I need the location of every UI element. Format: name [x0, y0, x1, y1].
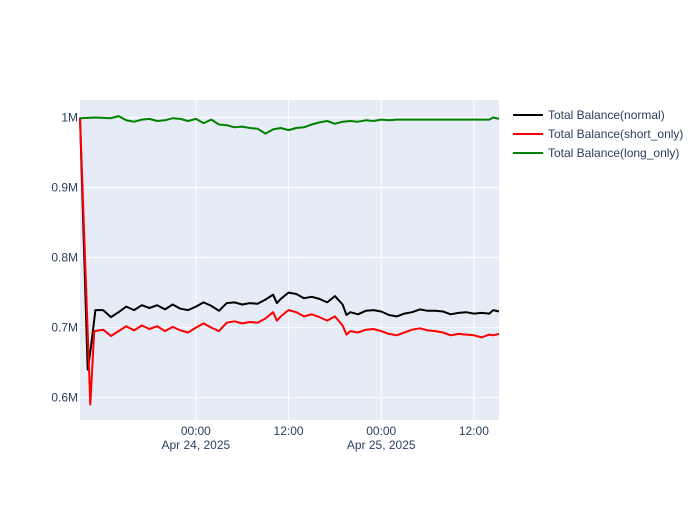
legend-item[interactable]: Total Balance(short_only): [513, 127, 683, 141]
series-line-1: [79, 117, 500, 406]
grid: [80, 100, 499, 420]
plot-background: [80, 100, 499, 420]
x-tick-date-label: Apr 24, 2025: [161, 438, 230, 452]
legend-label: Total Balance(long_only): [548, 146, 679, 160]
x-tick-label: 12:00: [459, 424, 489, 438]
legend-label: Total Balance(normal): [548, 108, 665, 122]
y-axis-ticks: 0.6M 0.7M 0.8M 0.9M 1M: [51, 111, 78, 405]
y-tick-label: 1M: [61, 111, 78, 125]
x-tick-date-label: Apr 25, 2025: [347, 438, 416, 452]
y-tick-label: 0.9M: [51, 181, 78, 195]
x-tick-label: 00:00: [366, 424, 396, 438]
y-tick-label: 0.6M: [51, 391, 78, 405]
x-tick-label: 00:00: [181, 424, 211, 438]
legend[interactable]: Total Balance(normal) Total Balance(short…: [513, 108, 683, 160]
y-tick-label: 0.7M: [51, 321, 78, 335]
series-lines: [79, 115, 500, 406]
series-line-0: [79, 117, 500, 371]
series-line-2: [79, 115, 500, 135]
legend-item[interactable]: Total Balance(long_only): [513, 146, 679, 160]
y-tick-label: 0.8M: [51, 251, 78, 265]
legend-label: Total Balance(short_only): [548, 127, 683, 141]
x-tick-label: 12:00: [274, 424, 304, 438]
legend-item[interactable]: Total Balance(normal): [513, 108, 665, 122]
